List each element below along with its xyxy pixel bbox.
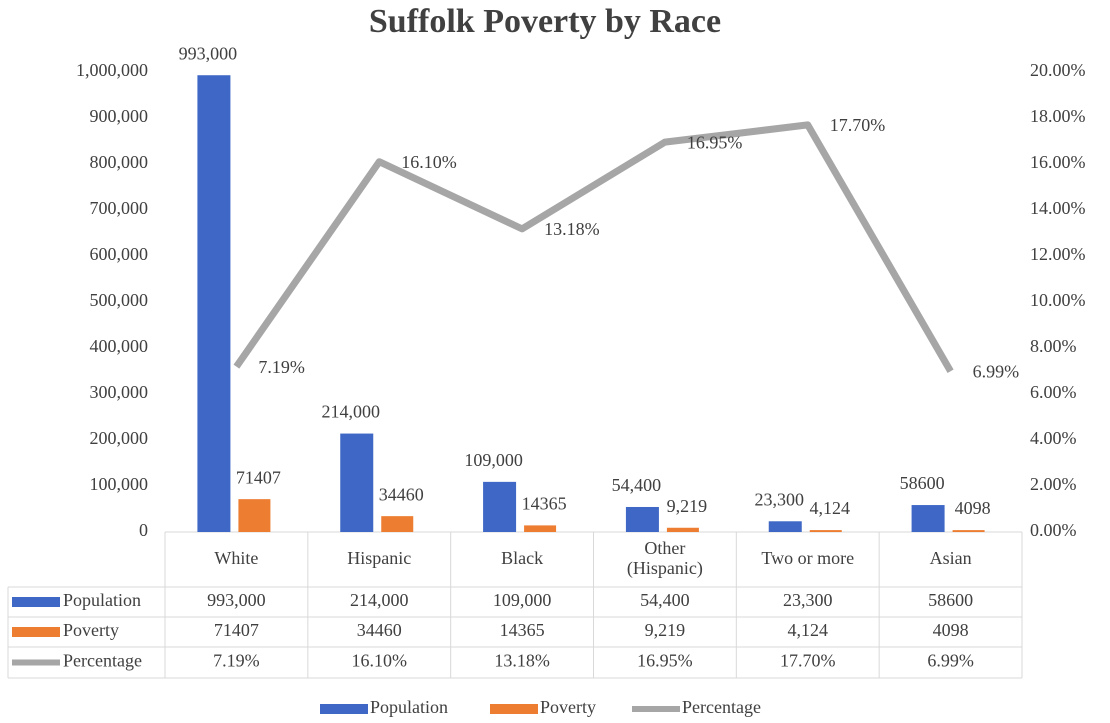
chart-title: Suffolk Poverty by Race — [369, 3, 721, 40]
data-label: 14365 — [522, 494, 567, 514]
table-cell: 9,219 — [645, 620, 686, 640]
table-row-label: Percentage — [63, 651, 142, 671]
legend-key — [320, 704, 368, 714]
data-label: 4098 — [955, 498, 991, 518]
legend-label: Poverty — [540, 697, 596, 717]
bar — [809, 530, 842, 532]
data-label: 4,124 — [810, 498, 851, 518]
y2-tick-label: 16.00% — [1030, 152, 1086, 172]
table-row-label: Population — [63, 590, 141, 610]
table-cell: 17.70% — [780, 651, 836, 671]
table-legend-key — [12, 627, 60, 637]
table-cell: 109,000 — [493, 590, 552, 610]
x-tick-label: Black — [501, 548, 543, 568]
data-label: 16.10% — [401, 152, 457, 172]
y-tick-label: 600,000 — [90, 244, 149, 264]
y2-tick-label: 18.00% — [1030, 106, 1086, 126]
bar — [340, 433, 374, 532]
table-cell: 14365 — [500, 620, 545, 640]
y-tick-label: 800,000 — [90, 152, 149, 172]
data-label: 214,000 — [322, 402, 381, 422]
table-cell: 993,000 — [207, 590, 266, 610]
x-tick-label: Two or more — [761, 548, 854, 568]
y-tick-label: 200,000 — [90, 428, 149, 448]
bar — [238, 499, 271, 532]
table-legend-key — [12, 597, 60, 607]
table-cell: 16.95% — [637, 651, 693, 671]
y2-tick-label: 10.00% — [1030, 290, 1086, 310]
data-label: 109,000 — [464, 450, 523, 470]
y-tick-label: 1,000,000 — [76, 60, 148, 80]
bar — [197, 75, 231, 532]
table-cell: 54,400 — [640, 590, 690, 610]
data-label: 13.18% — [544, 219, 600, 239]
table-cell: 6.99% — [927, 651, 974, 671]
y-tick-label: 900,000 — [90, 106, 149, 126]
line — [233, 121, 954, 373]
data-label: 23,300 — [755, 489, 805, 509]
table-cell: 4098 — [933, 620, 969, 640]
y-tick-label: 700,000 — [90, 198, 149, 218]
data-label: 58600 — [900, 473, 945, 493]
data-label: 71407 — [236, 467, 281, 487]
y2-tick-label: 0.00% — [1030, 520, 1077, 540]
data-label: 16.95% — [687, 132, 743, 152]
data-label: 6.99% — [973, 361, 1020, 381]
y-tick-label: 300,000 — [90, 382, 149, 402]
bar — [768, 521, 802, 532]
y-tick-label: 100,000 — [90, 474, 149, 494]
table-cell: 34460 — [357, 620, 402, 640]
y-tick-label: 400,000 — [90, 336, 149, 356]
data-label: 17.70% — [830, 115, 886, 135]
y2-tick-label: 12.00% — [1030, 244, 1086, 264]
legend-label: Percentage — [682, 697, 761, 717]
data-label: 9,219 — [667, 496, 708, 516]
table-cell: 4,124 — [788, 620, 829, 640]
data-label: 34460 — [379, 484, 424, 504]
bar — [625, 506, 659, 532]
bar — [524, 525, 557, 532]
y-tick-label: 500,000 — [90, 290, 149, 310]
bar — [952, 530, 985, 532]
x-tick-label: Hispanic — [347, 548, 411, 568]
table-cell: 71407 — [214, 620, 259, 640]
y2-tick-label: 8.00% — [1030, 336, 1077, 356]
y2-tick-label: 20.00% — [1030, 60, 1086, 80]
x-tick-label: Other (Hispanic) — [627, 538, 703, 579]
table-row-label: Poverty — [63, 620, 119, 640]
table-cell: 16.10% — [352, 651, 408, 671]
y2-tick-label: 4.00% — [1030, 428, 1077, 448]
bar — [381, 516, 414, 532]
table-cell: 7.19% — [213, 651, 260, 671]
y-tick-label: 0 — [139, 520, 148, 540]
y2-tick-label: 14.00% — [1030, 198, 1086, 218]
data-label: 54,400 — [612, 475, 662, 495]
x-tick-label: Asian — [930, 548, 972, 568]
table-cell: 58600 — [928, 590, 973, 610]
table-cell: 23,300 — [783, 590, 833, 610]
y2-tick-label: 2.00% — [1030, 474, 1077, 494]
table-cell: 13.18% — [494, 651, 550, 671]
legend-key — [490, 704, 538, 714]
y2-tick-label: 6.00% — [1030, 382, 1077, 402]
table-cell: 214,000 — [350, 590, 409, 610]
legend-label: Population — [370, 697, 448, 717]
data-label: 7.19% — [258, 357, 305, 377]
bar — [483, 481, 517, 532]
x-tick-label: White — [214, 548, 258, 568]
bar — [666, 527, 699, 532]
data-label: 993,000 — [179, 43, 238, 63]
bar — [911, 505, 945, 532]
